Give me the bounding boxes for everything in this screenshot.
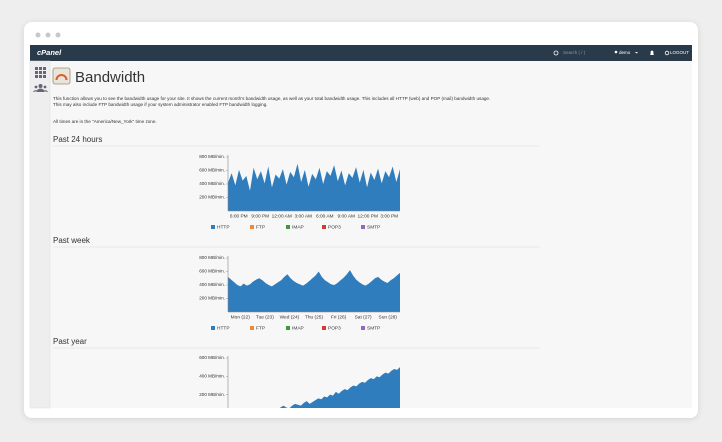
section-heading: Past year (53, 337, 87, 346)
legend-swatch (322, 225, 326, 229)
x-tick-label: 9:00 PM (251, 213, 269, 219)
grid-icon[interactable] (35, 67, 46, 78)
window-dot (55, 32, 61, 38)
legend-swatch (250, 326, 254, 330)
legend-label: HTTP (217, 325, 230, 331)
logo[interactable]: cPanel (37, 48, 62, 57)
y-tick-label: 400 MB/min. (199, 374, 225, 379)
y-tick-label: 200 MB/min. (199, 195, 225, 200)
navbar (30, 45, 692, 61)
y-tick-label: 800 MB/min. (199, 255, 225, 260)
y-tick-label: 400 MB/min. (199, 282, 225, 287)
section-heading: Past week (53, 236, 91, 245)
search-input[interactable]: Search ( / ) (563, 50, 586, 55)
caret (635, 52, 638, 54)
y-tick-label: 800 MB/min. (199, 154, 225, 159)
user-menu[interactable]: demo (619, 50, 631, 55)
description: This function allows you to see the band… (53, 96, 490, 101)
legend-label: FTP (256, 325, 265, 331)
legend-label: FTP (256, 224, 265, 230)
x-tick-label: Mon (22) (231, 314, 251, 320)
legend-label: IMAP (292, 224, 304, 230)
legend-swatch (286, 326, 290, 330)
bandwidth-area (228, 163, 400, 211)
x-tick-label: 6:00 AM (316, 213, 334, 219)
bandwidth-area (279, 367, 400, 408)
x-tick-label: 3:00 AM (294, 213, 312, 219)
x-tick-label: 6:00 PM (230, 213, 248, 219)
description: This may also include FTP bandwidth usag… (53, 102, 268, 107)
window-dot (45, 32, 51, 38)
legend-swatch (250, 225, 254, 229)
y-tick-label: 600 MB/min. (199, 168, 225, 173)
search-icon (553, 50, 559, 56)
bandwidth-area (228, 270, 400, 312)
y-tick-label: 600 MB/min. (199, 355, 225, 360)
timezone-note: All times are in the "America/New_York" … (53, 119, 157, 124)
logout-icon (664, 50, 670, 56)
section-heading: Past 24 hours (53, 135, 102, 144)
logout[interactable]: LOGOUT (670, 50, 689, 55)
users-icon[interactable] (33, 84, 48, 92)
x-tick-label: Wed (24) (280, 314, 300, 320)
sidebar (29, 60, 51, 409)
y-tick-label: 200 MB/min. (199, 296, 225, 301)
legend-label: SMTP (367, 325, 380, 331)
legend-label: POP3 (328, 224, 341, 230)
x-tick-label: Thu (25) (305, 314, 324, 320)
legend-swatch (361, 225, 365, 229)
page-title: Bandwidth (75, 69, 145, 86)
legend-label: HTTP (217, 224, 230, 230)
y-tick-label: 400 MB/min. (199, 181, 225, 186)
x-tick-label: 12:00 PM (357, 213, 378, 219)
legend-swatch (211, 225, 215, 229)
y-tick-label: 200 MB/min. (199, 392, 225, 397)
legend-swatch (322, 326, 326, 330)
legend-label: SMTP (367, 224, 380, 230)
x-tick-label: 3:00 PM (380, 213, 398, 219)
x-tick-label: 12:00 AM (272, 213, 292, 219)
legend-swatch (211, 326, 215, 330)
bell-icon[interactable] (650, 50, 654, 55)
x-tick-label: Fri (26) (331, 314, 347, 320)
window-dot (35, 32, 41, 38)
charts: Past 24 hours 200 MB/min. 400 MB/min. 600 M… (53, 135, 540, 408)
x-tick-label: Tue (23) (256, 314, 274, 320)
legend-swatch (361, 326, 365, 330)
content-bg (30, 61, 692, 408)
legend-label: IMAP (292, 325, 304, 331)
x-tick-label: 9:00 AM (337, 213, 355, 219)
user-icon (614, 50, 618, 54)
y-tick-label: 600 MB/min. (199, 269, 225, 274)
x-tick-label: Sun (28) (379, 314, 398, 320)
legend-swatch (286, 225, 290, 229)
x-tick-label: Sat (27) (355, 314, 372, 320)
gauge (55, 74, 68, 81)
legend-label: POP3 (328, 325, 341, 331)
